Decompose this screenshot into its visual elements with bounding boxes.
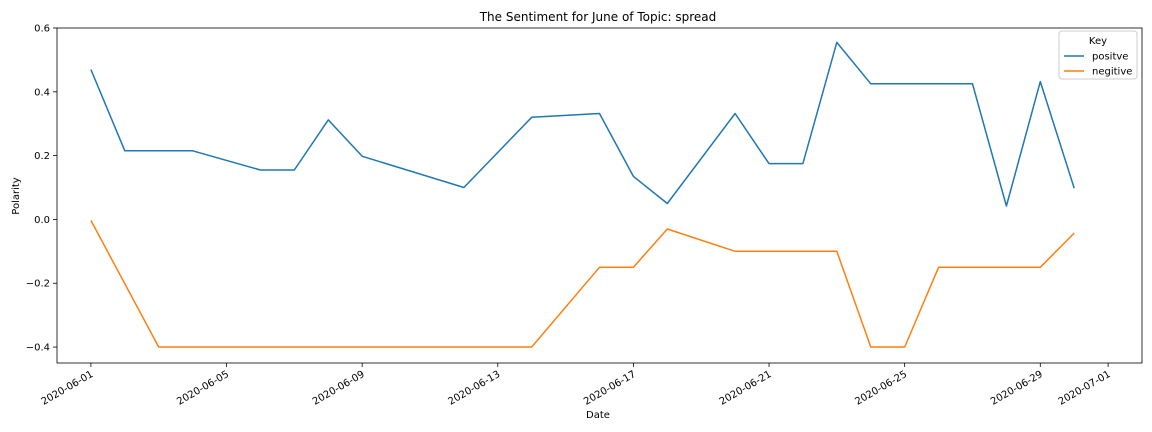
x-tick-label: 2020-06-29 (989, 369, 1045, 408)
y-axis-label: Polarity (11, 177, 22, 215)
plot-frame (56, 27, 1143, 364)
plot-area (56, 27, 1143, 364)
x-tick-label: 2020-06-25 (853, 369, 909, 408)
legend-label-negitive: negitive (1092, 67, 1132, 78)
legend-label-positve: positve (1092, 52, 1128, 63)
x-tick-label: 2020-06-01 (40, 369, 96, 408)
y-tick-label: 0.6 (34, 24, 50, 35)
legend-title: Key (1089, 36, 1107, 47)
series-line-positve (90, 41, 1075, 207)
series-line-negitive (90, 220, 1075, 348)
x-tick-label: 2020-06-13 (446, 369, 502, 408)
x-tick-label: 2020-06-17 (582, 369, 638, 408)
y-tick-label: −0.2 (26, 279, 50, 290)
y-tick-label: −0.4 (26, 343, 50, 354)
series-layer (90, 41, 1075, 348)
x-tick-label: 2020-06-21 (718, 369, 774, 408)
y-tick-label: 0.0 (34, 215, 50, 226)
x-tick-label: 2020-07-01 (1057, 369, 1113, 408)
y-axis: 0.6 0.4 0.2 0.0 −0.2 −0.4 (26, 24, 57, 354)
legend: Key positve negitive (1058, 30, 1138, 80)
y-tick-label: 0.4 (34, 87, 50, 98)
x-tick-label: 2020-06-05 (175, 369, 231, 408)
x-axis-label: Date (586, 410, 610, 421)
x-axis: 2020-06-01 2020-06-05 2020-06-09 2020-06-13… (40, 363, 1113, 408)
legend-box (1058, 30, 1138, 80)
chart-title: The Sentiment for June of Topic: spread (479, 10, 717, 24)
y-tick-label: 0.2 (34, 151, 50, 162)
x-tick-label: 2020-06-09 (311, 369, 367, 408)
